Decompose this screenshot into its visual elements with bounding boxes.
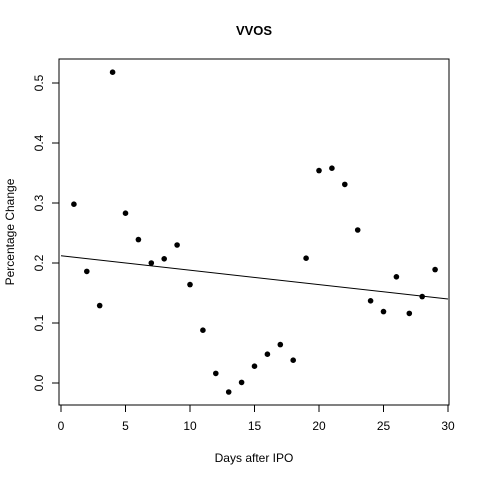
data-point (419, 293, 426, 300)
y-tick-label: 0.5 (32, 74, 46, 91)
data-point (316, 167, 322, 174)
data-point (277, 341, 284, 348)
plot-area-border (58, 58, 450, 406)
x-tick-label: 20 (312, 419, 326, 433)
chart-title: VVOS (236, 23, 272, 38)
data-point (354, 227, 361, 233)
x-axis-label: Days after IPO (215, 451, 294, 465)
data-point (122, 210, 129, 216)
data-point (342, 181, 348, 188)
data-point (406, 310, 413, 317)
data-point (432, 266, 438, 273)
data-point (393, 274, 400, 280)
data-point (290, 357, 297, 364)
data-point (380, 308, 387, 315)
x-tick-label: 25 (377, 419, 391, 433)
data-point (96, 302, 103, 309)
data-point (161, 255, 167, 262)
data-point (329, 165, 335, 171)
data-point (213, 370, 219, 377)
data-point (135, 236, 142, 243)
data-point (264, 351, 271, 358)
data-point (225, 389, 232, 395)
x-axis: 0 5 10 15 20 25 30 (58, 404, 455, 433)
y-tick-label: 0.0 (32, 374, 46, 391)
data-point (303, 255, 309, 261)
x-tick-label: 5 (122, 419, 129, 433)
x-tick-label: 15 (248, 419, 262, 433)
x-tick-label: 10 (183, 419, 197, 433)
data-point (238, 379, 245, 386)
y-tick-label: 0.1 (32, 314, 46, 331)
x-tick-label: 0 (58, 419, 65, 433)
data-point (71, 201, 77, 207)
data-point (200, 327, 206, 334)
data-point (367, 298, 374, 304)
data-points (71, 69, 438, 395)
trend-line-group (60, 255, 449, 300)
data-point (148, 260, 155, 266)
data-point (109, 69, 116, 75)
x-tick-label: 30 (441, 419, 455, 433)
data-point (84, 268, 90, 275)
data-point (174, 242, 180, 248)
y-tick-label: 0.3 (32, 194, 46, 211)
y-tick-label: 0.2 (32, 254, 46, 271)
y-axis: 0.0 0.1 0.2 0.3 0.4 0.5 (32, 74, 60, 391)
trend-line (60, 255, 449, 300)
data-point (251, 363, 258, 370)
data-point (187, 281, 193, 288)
y-tick-label: 0.4 (32, 134, 46, 151)
y-axis-label: Percentage Change (3, 178, 17, 285)
